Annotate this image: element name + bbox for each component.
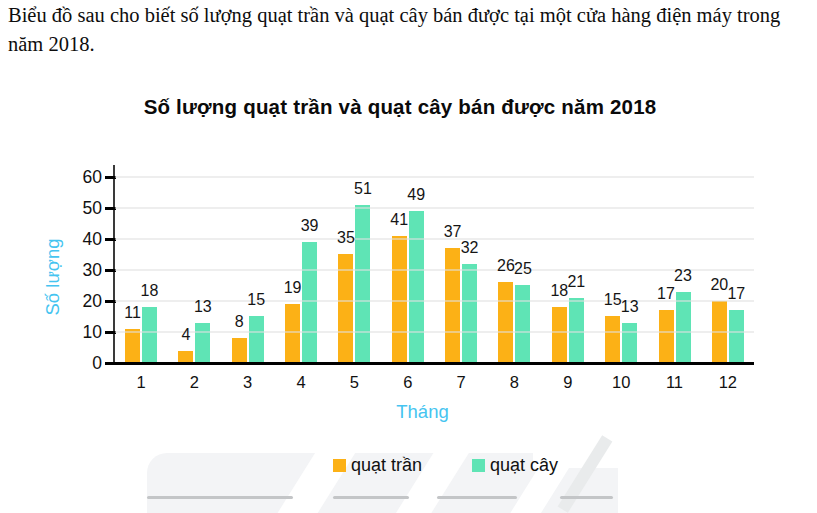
value-label: 23 — [666, 267, 700, 284]
chart-title: Số lượng quạt trần và quạt cây bán được … — [0, 95, 800, 119]
page-artifact-line-4 — [560, 496, 613, 499]
intro-text: Biểu đồ sau cho biết số lượng quạt trần … — [8, 1, 814, 59]
page-artifact-line-3 — [437, 496, 517, 499]
value-label: 39 — [293, 217, 327, 234]
value-label: 35 — [329, 229, 363, 246]
bar-quat-tran — [445, 248, 460, 363]
bar-quat-cay — [462, 264, 477, 363]
page: Biểu đồ sau cho biết số lượng quạt trần … — [0, 0, 817, 513]
gridline — [115, 207, 754, 209]
value-label: 8 — [222, 313, 256, 330]
month-label: 10 — [601, 373, 641, 392]
y-tick-label: 60 — [40, 166, 102, 188]
legend-swatch-quat-tran — [333, 459, 346, 472]
bar-quat-tran — [285, 304, 300, 363]
legend-item-quat-tran: quạt trần — [333, 455, 422, 476]
value-label: 17 — [649, 285, 683, 302]
y-tick-label: 20 — [40, 290, 102, 312]
month-label: 4 — [281, 373, 321, 392]
bar-quat-cay — [729, 310, 744, 363]
value-label: 25 — [506, 260, 540, 277]
y-axis-line — [113, 165, 115, 365]
month-label: 12 — [708, 373, 748, 392]
x-axis-label: Tháng — [14, 401, 817, 423]
month-label: 11 — [655, 373, 695, 392]
value-label: 13 — [613, 298, 647, 315]
bar-quat-tran — [125, 329, 140, 363]
value-label: 19 — [276, 279, 310, 296]
value-label: 4 — [169, 326, 203, 343]
page-artifact-line-2 — [333, 496, 409, 499]
x-axis-line — [113, 362, 754, 365]
value-label: 18 — [133, 282, 167, 299]
month-label: 7 — [441, 373, 481, 392]
value-label: 11 — [116, 304, 150, 321]
legend-item-quat-cay: quạt cây — [472, 455, 558, 476]
bar-quat-cay — [409, 211, 424, 363]
gridline — [115, 176, 754, 178]
legend-label-quat-cay: quạt cây — [490, 455, 558, 476]
value-label: 17 — [719, 285, 753, 302]
value-label: 37 — [436, 223, 470, 240]
month-label: 2 — [174, 373, 214, 392]
legend: quạt trần quạt cây — [333, 455, 558, 476]
page-artifact-line-1 — [147, 496, 293, 499]
month-label: 8 — [494, 373, 534, 392]
bar-quat-cay — [622, 323, 637, 363]
value-label: 51 — [346, 180, 380, 197]
bar-quat-tran — [552, 307, 567, 363]
month-label: 6 — [388, 373, 428, 392]
y-tick-label: 0 — [40, 352, 102, 374]
y-tick-label: 10 — [40, 321, 102, 343]
value-label: 13 — [186, 298, 220, 315]
bar-quat-tran — [498, 282, 513, 363]
bar-quat-tran — [232, 338, 247, 363]
legend-swatch-quat-cay — [472, 459, 485, 472]
month-label: 9 — [548, 373, 588, 392]
value-label: 49 — [399, 186, 433, 203]
y-tick-label: 50 — [40, 197, 102, 219]
month-label: 1 — [121, 373, 161, 392]
bar-quat-tran — [659, 310, 674, 363]
gridline — [115, 331, 754, 333]
value-label: 41 — [382, 211, 416, 228]
month-label: 5 — [334, 373, 374, 392]
value-label: 15 — [239, 291, 273, 308]
legend-label-quat-tran: quạt trần — [351, 455, 422, 476]
bar-quat-tran — [605, 316, 620, 363]
bar-quat-cay — [302, 242, 317, 363]
gridline — [115, 269, 754, 271]
month-label: 3 — [228, 373, 268, 392]
bar-quat-cay — [676, 292, 691, 363]
y-tick-label: 30 — [40, 259, 102, 281]
value-label: 32 — [453, 239, 487, 256]
gridline — [115, 238, 754, 240]
bar-quat-cay — [515, 285, 530, 363]
value-label: 21 — [559, 273, 593, 290]
y-tick-label: 40 — [40, 228, 102, 250]
